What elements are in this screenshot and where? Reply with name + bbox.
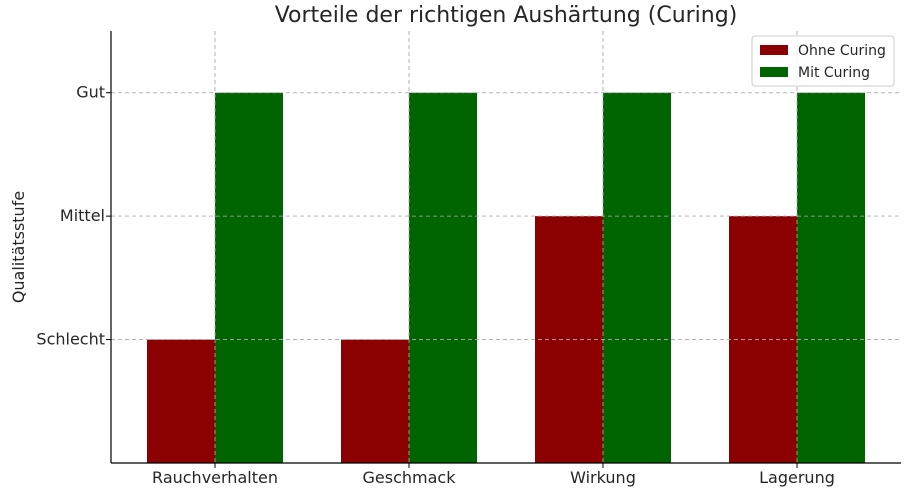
legend-swatch-1 [760,67,788,77]
legend-label-0: Ohne Curing [798,43,886,59]
x-tick-label-3: Lagerung [759,468,835,487]
y-tick-labels: Schlecht Mittel Gut [36,83,111,349]
bar-ohne-curing-0 [147,339,215,463]
x-tick-label-1: Geschmack [363,468,457,487]
bar-mit-curing-1 [409,92,477,463]
bar-mit-curing-3 [797,92,865,463]
y-tick-label-0: Schlecht [36,330,105,349]
legend-swatch-0 [760,45,788,55]
x-tick-labels: Rauchverhalten Geschmack Wirkung Lagerung [152,463,835,487]
chart-title: Vorteile der richtigen Aushärtung (Curin… [275,3,738,28]
axes-layer [110,31,901,464]
bars-layer [111,31,901,463]
legend: Ohne Curing Mit Curing [751,35,895,87]
x-tick-label-0: Rauchverhalten [152,468,278,487]
x-tick-label-2: Wirkung [570,468,636,487]
y-axis-label: Qualitätsstufe [9,191,28,303]
y-tick-label-2: Gut [76,83,105,102]
y-tick-label-1: Mittel [60,206,105,225]
bar-mit-curing-0 [215,92,283,463]
bar-mit-curing-2 [603,92,671,463]
bar-ohne-curing-1 [341,339,409,463]
legend-label-1: Mit Curing [798,65,870,81]
